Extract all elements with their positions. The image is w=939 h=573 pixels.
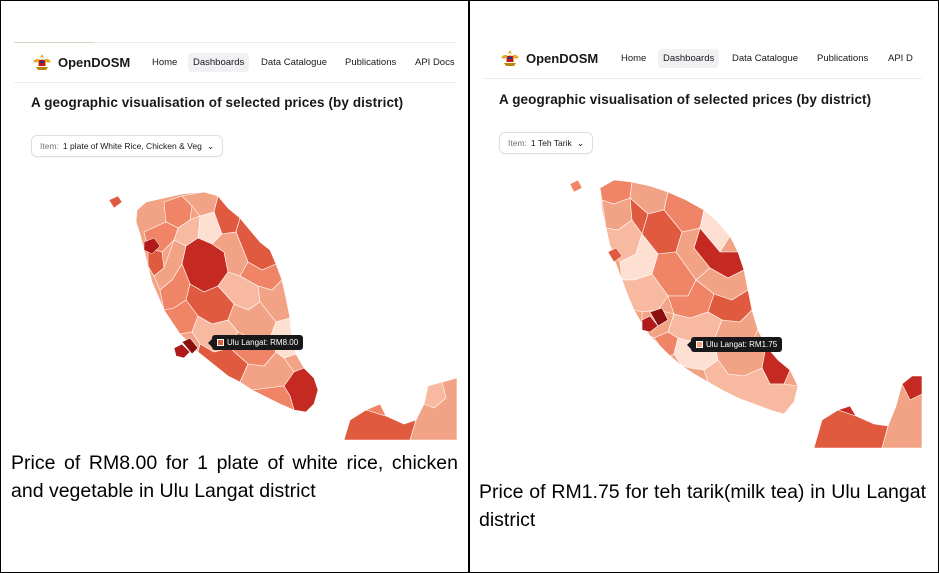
choropleth-map[interactable] [14, 172, 457, 440]
item-select[interactable]: Item: 1 Teh Tarik ⌄ [499, 132, 594, 154]
item-select-label: Item: [40, 141, 59, 151]
nav-data-catalogue[interactable]: Data Catalogue [261, 57, 328, 68]
tooltip-swatch [217, 339, 224, 346]
nav-publications[interactable]: Publications [817, 53, 869, 64]
brand-name[interactable]: OpenDOSM [526, 51, 599, 66]
item-select-label: Item: [508, 138, 527, 148]
nav-bar: OpenDOSM Home Dashboards Data Catalogue … [14, 44, 457, 83]
nav-publications[interactable]: Publications [345, 57, 397, 68]
map-tooltip: Ulu Langat: RM1.75 [687, 337, 783, 352]
brand-name[interactable]: OpenDOSM [58, 55, 131, 70]
item-select-value: 1 Teh Tarik [530, 138, 572, 148]
nav-api-docs[interactable]: API Docs [415, 57, 455, 68]
item-select[interactable]: Item: 1 plate of White Rice, Chicken & V… [31, 135, 224, 157]
nav-api-docs[interactable]: API D [888, 53, 913, 64]
malaysia-crest-logo-icon[interactable] [31, 53, 53, 71]
chevron-down-icon: ⌄ [576, 137, 585, 148]
item-select-value: 1 plate of White Rice, Chicken & Veg [62, 141, 202, 151]
screenshot-left: OpenDOSM Home Dashboards Data Catalogue … [14, 42, 457, 440]
nav-dashboards[interactable]: Dashboards [188, 53, 250, 72]
tooltip-swatch [696, 341, 703, 348]
screenshot-right: OpenDOSM Home Dashboards Data Catalogue … [482, 40, 922, 448]
nav-dashboards[interactable]: Dashboards [658, 49, 720, 68]
caption-right: Price of RM1.75 for teh tarik(milk tea) … [479, 481, 926, 531]
tooltip-text: Ulu Langat: RM1.75 [706, 340, 778, 349]
top-accent-line [14, 42, 457, 43]
page-title: A geographic visualisation of selected p… [31, 95, 404, 110]
caption-left: Price of RM8.00 for 1 plate of white ric… [11, 452, 458, 502]
map-tooltip: Ulu Langat: RM8.00 [208, 335, 304, 350]
page-title: A geographic visualisation of selected p… [499, 92, 872, 107]
panel-divider [468, 0, 470, 573]
malaysia-crest-logo-icon[interactable] [499, 49, 521, 67]
choropleth-map[interactable] [482, 170, 922, 448]
nav-data-catalogue[interactable]: Data Catalogue [732, 53, 799, 64]
nav-home[interactable]: Home [152, 57, 178, 68]
chevron-down-icon: ⌄ [206, 140, 215, 151]
nav-home[interactable]: Home [621, 53, 647, 64]
tooltip-text: Ulu Langat: RM8.00 [227, 338, 299, 347]
right-panel: OpenDOSM Home Dashboards Data Catalogue … [470, 0, 937, 573]
left-panel: OpenDOSM Home Dashboards Data Catalogue … [1, 0, 468, 573]
nav-bar: OpenDOSM Home Dashboards Data Catalogue … [482, 40, 922, 79]
